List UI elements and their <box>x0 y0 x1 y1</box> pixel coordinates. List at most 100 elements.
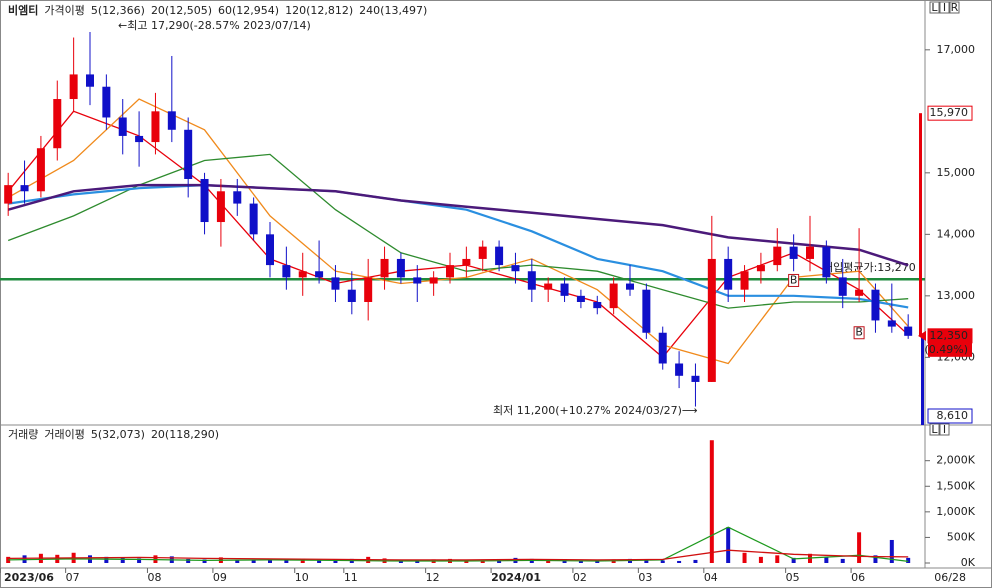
volume-bar <box>120 557 125 563</box>
price-label: 8,610 <box>937 409 969 422</box>
candle-body <box>446 265 454 278</box>
volume-bar <box>824 556 829 563</box>
candle-body <box>822 246 831 278</box>
y-tick-label: 14,000 <box>937 227 976 240</box>
x-tick-label: 02 <box>573 571 587 584</box>
x-tick-label: 03 <box>638 571 652 584</box>
candle-body <box>233 191 242 204</box>
buy-marker-label: B <box>790 273 798 286</box>
legend-entry: 60(12,954) <box>218 4 279 17</box>
volume-bar <box>317 559 322 563</box>
volume-bar <box>284 559 289 563</box>
candle-body <box>658 332 667 364</box>
volume-bar <box>578 560 583 563</box>
volume-bar <box>104 556 109 563</box>
current-arrow <box>918 330 926 341</box>
x-tick-label: 04 <box>704 571 718 584</box>
candle-body <box>707 258 716 382</box>
candle-body <box>102 86 111 118</box>
volume-bar <box>644 559 649 563</box>
min-annotation: 최저 11,200(+10.27% 2024/03/27)⟶ <box>493 404 698 417</box>
pane-button-label: R <box>951 1 959 14</box>
price-label: 12,350 <box>930 329 969 342</box>
candle-body <box>724 258 733 290</box>
candle-body <box>609 283 618 309</box>
volume-bar <box>677 560 682 563</box>
volume-bar <box>857 532 862 563</box>
candle-body <box>478 246 487 259</box>
candle-body <box>135 135 144 143</box>
candle-body <box>167 111 176 130</box>
candle-body <box>756 265 765 272</box>
y-tick-label: 15,000 <box>937 166 976 179</box>
candle-body <box>20 185 29 192</box>
x-tick-label: 2024/01 <box>491 571 541 584</box>
candle-body <box>151 111 160 143</box>
candle-body <box>413 277 422 284</box>
volume-bar <box>480 560 485 563</box>
candle-body <box>396 258 405 278</box>
volume-bar <box>268 558 272 563</box>
volume-bar <box>186 558 191 563</box>
y-tick-label: 2,000K <box>936 454 975 467</box>
price-label-box <box>927 105 973 121</box>
x-tick-label: 2023/06 <box>4 571 54 584</box>
y-tick-label: 17,000 <box>937 43 976 56</box>
candle-body <box>4 185 13 204</box>
candle-body <box>462 258 471 266</box>
y-tick-label: 0K <box>961 556 976 569</box>
volume-bar <box>546 560 551 563</box>
pane-button <box>939 423 950 436</box>
pane-button <box>929 423 940 436</box>
candle-body <box>855 289 864 296</box>
volume-bar <box>906 557 911 563</box>
candle-body <box>364 277 373 302</box>
candle-body <box>675 363 684 376</box>
legend-entry: 거래량 <box>8 428 38 441</box>
volume-bar <box>693 559 698 563</box>
candle-body <box>740 271 749 290</box>
y-tick-label: 1,000K <box>936 505 975 518</box>
price-label: 15,970 <box>930 106 969 119</box>
volume-bar <box>889 539 894 563</box>
volume-bar <box>726 527 731 563</box>
volume-bar <box>595 560 600 563</box>
x-tick-label: 06 <box>851 571 865 584</box>
candle-body <box>527 271 536 290</box>
buy-marker <box>788 273 800 287</box>
candle-body <box>691 375 700 382</box>
range-bar-up <box>919 113 922 336</box>
candle-body <box>838 277 847 296</box>
price-label-box <box>927 408 973 424</box>
candle-body <box>298 271 307 278</box>
volume-bar <box>873 555 878 563</box>
moving-average-line <box>8 549 909 561</box>
candle-body <box>53 99 62 149</box>
candle-body <box>184 129 193 179</box>
candle-body <box>315 271 324 278</box>
candle-body <box>806 246 814 259</box>
volume-bar <box>840 558 845 563</box>
candle-body <box>887 320 896 327</box>
candle-body <box>576 295 585 302</box>
candle-body <box>282 265 291 278</box>
y-tick-label: 1,500K <box>936 479 975 492</box>
volume-bar <box>6 556 11 563</box>
legend-entry: 20(12,505) <box>151 4 212 17</box>
legend-entry: 5(12,366) <box>91 4 145 17</box>
volume-bar <box>742 552 747 563</box>
candle-body <box>871 289 880 321</box>
range-bar-down <box>921 335 924 425</box>
x-tick-label: 11 <box>344 571 358 584</box>
buy-marker-label: B <box>855 326 863 339</box>
candle-body <box>642 289 651 333</box>
volume-bar <box>562 559 567 563</box>
y-tick-label: 13,000 <box>937 289 976 302</box>
legend-entry: 20(118,290) <box>151 428 219 441</box>
average-price-label: 매입평균가:13,270 <box>823 261 916 274</box>
candle-body <box>331 277 340 290</box>
candle-body <box>86 74 94 87</box>
pane-button-label: L <box>931 423 938 436</box>
